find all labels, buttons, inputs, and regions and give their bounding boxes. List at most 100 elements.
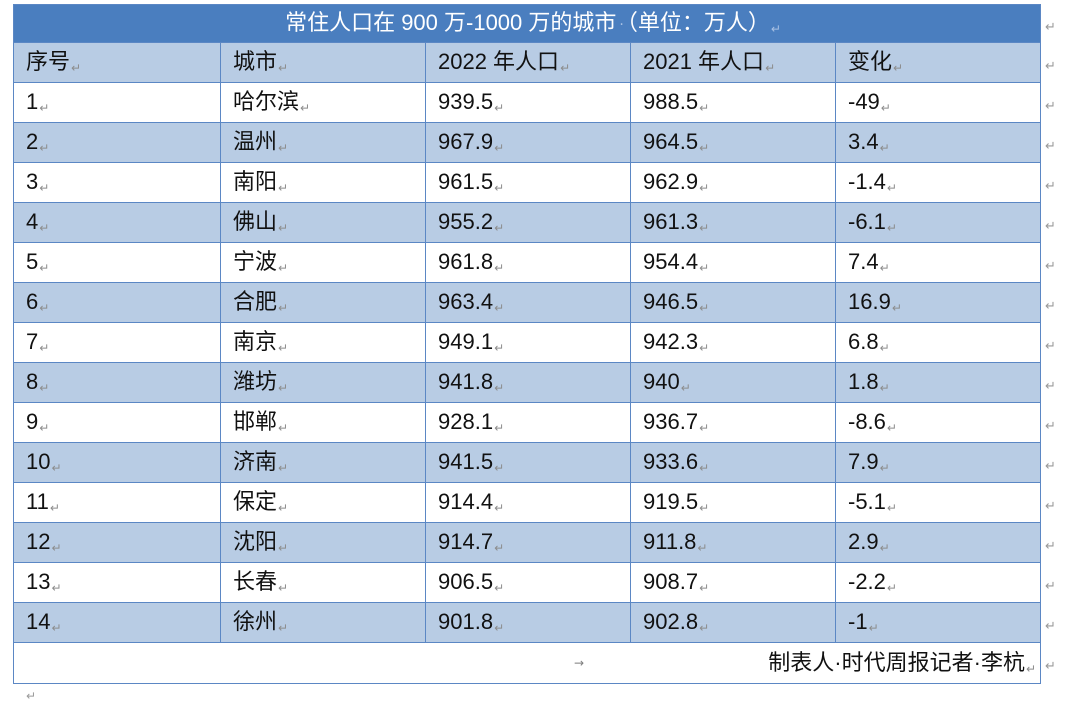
cell-index[interactable]: 1↵	[13, 82, 221, 123]
cell-index[interactable]: 5↵	[13, 242, 221, 283]
cell-index[interactable]: 6↵	[13, 282, 221, 323]
cell-pop-2022[interactable]: 906.5↵	[425, 562, 631, 603]
cell-value: -49	[848, 89, 880, 114]
cell-pop-2022[interactable]: 963.4↵	[425, 282, 631, 323]
cell-pop-2021[interactable]: 964.5↵	[630, 122, 836, 163]
cell-value: 936.7	[643, 409, 699, 434]
cell-index[interactable]: 4↵	[13, 202, 221, 243]
cell-value: 949.1	[438, 329, 494, 354]
cell-city[interactable]: 宁波↵	[220, 242, 426, 283]
paragraph-mark: ↵	[879, 261, 890, 275]
cell-pop-2022[interactable]: 941.8↵	[425, 362, 631, 403]
cell-city[interactable]: 合肥↵	[220, 282, 426, 323]
cell-pop-2022[interactable]: 961.8↵	[425, 242, 631, 283]
cell-pop-2021[interactable]: 962.9↵	[630, 162, 836, 203]
cell-change[interactable]: 6.8↵	[834, 322, 1042, 363]
cell-pop-2022[interactable]: 901.8↵	[425, 602, 631, 643]
cell-change[interactable]: -5.1↵	[834, 482, 1042, 523]
column-header-city[interactable]: 城市↵	[220, 42, 426, 83]
cell-pop-2021[interactable]: 946.5↵	[630, 282, 836, 323]
cell-change[interactable]: -1.4↵	[834, 162, 1042, 203]
cell-index[interactable]: 8↵	[13, 362, 221, 403]
table-title-row: 常住人口在 900 万-1000 万的城市 · （单位：万人）↵ ↵	[12, 4, 1071, 43]
table-footer-cell[interactable]: → 制表人·时代周报记者·李杭↵	[12, 642, 1042, 684]
cell-value: 2.9	[848, 529, 879, 554]
paragraph-mark: ↵	[278, 501, 289, 515]
cell-change[interactable]: -8.6↵	[834, 402, 1042, 443]
cell-pop-2022[interactable]: 949.1↵	[425, 322, 631, 363]
cell-pop-2021[interactable]: 940↵	[630, 362, 836, 403]
cell-pop-2021[interactable]: 954.4↵	[630, 242, 836, 283]
cell-index[interactable]: 3↵	[13, 162, 221, 203]
cell-pop-2021[interactable]: 919.5↵	[630, 482, 836, 523]
column-header-index[interactable]: 序号↵	[13, 42, 221, 83]
paragraph-mark: ↵	[300, 101, 311, 115]
cell-city[interactable]: 邯郸↵	[220, 402, 426, 443]
cell-city[interactable]: 徐州↵	[220, 602, 426, 643]
cell-city[interactable]: 哈尔滨↵	[220, 82, 426, 123]
cell-value: -6.1	[848, 209, 886, 234]
cell-city[interactable]: 保定↵	[220, 482, 426, 523]
cell-pop-2022[interactable]: 939.5↵	[425, 82, 631, 123]
paragraph-mark: ↵	[868, 621, 879, 635]
cell-pop-2021[interactable]: 902.8↵	[630, 602, 836, 643]
cell-city[interactable]: 南阳↵	[220, 162, 426, 203]
cell-change[interactable]: 7.4↵	[834, 242, 1042, 283]
paragraph-mark: ↵	[699, 581, 710, 595]
cell-city[interactable]: 济南↵	[220, 442, 426, 483]
cell-pop-2022[interactable]: 967.9↵	[425, 122, 631, 163]
cell-change[interactable]: -2.2↵	[834, 562, 1042, 603]
paragraph-mark: ↵	[494, 221, 505, 235]
cell-pop-2021[interactable]: 988.5↵	[630, 82, 836, 123]
cell-pop-2021[interactable]: 911.8↵	[630, 522, 836, 563]
cell-change[interactable]: -6.1↵	[834, 202, 1042, 243]
cell-index[interactable]: 13↵	[13, 562, 221, 603]
cell-value: 902.8	[643, 609, 699, 634]
cell-index[interactable]: 10↵	[13, 442, 221, 483]
cell-pop-2021[interactable]: 942.3↵	[630, 322, 836, 363]
paragraph-mark: ↵	[39, 141, 50, 155]
cell-index[interactable]: 9↵	[13, 402, 221, 443]
cell-value: 6.8	[848, 329, 879, 354]
cell-index[interactable]: 12↵	[13, 522, 221, 563]
cell-city[interactable]: 沈阳↵	[220, 522, 426, 563]
cell-city[interactable]: 潍坊↵	[220, 362, 426, 403]
cell-change[interactable]: -49↵	[834, 82, 1042, 123]
column-header-change[interactable]: 变化↵	[834, 42, 1042, 83]
cell-pop-2021[interactable]: 961.3↵	[630, 202, 836, 243]
cell-pop-2022[interactable]: 961.5↵	[425, 162, 631, 203]
paragraph-mark: ↵	[494, 461, 505, 475]
cell-city[interactable]: 温州↵	[220, 122, 426, 163]
cell-change[interactable]: 7.9↵	[834, 442, 1042, 483]
column-header-pop-2021[interactable]: 2021 年人口↵	[630, 42, 836, 83]
cell-pop-2022[interactable]: 941.5↵	[425, 442, 631, 483]
cell-pop-2021[interactable]: 936.7↵	[630, 402, 836, 443]
cell-pop-2022[interactable]: 914.4↵	[425, 482, 631, 523]
paragraph-mark: ↵	[494, 261, 505, 275]
cell-pop-2021[interactable]: 933.6↵	[630, 442, 836, 483]
cell-city[interactable]: 佛山↵	[220, 202, 426, 243]
cell-change[interactable]: 1.8↵	[834, 362, 1042, 403]
cell-change[interactable]: 3.4↵	[834, 122, 1042, 163]
cell-index[interactable]: 14↵	[13, 602, 221, 643]
cell-change[interactable]: -1↵	[834, 602, 1042, 643]
paragraph-mark: ↵	[765, 61, 776, 75]
cell-value: 沈阳	[233, 529, 278, 554]
cell-value: -8.6	[848, 409, 886, 434]
cell-index[interactable]: 7↵	[13, 322, 221, 363]
cell-city[interactable]: 南京↵	[220, 322, 426, 363]
paragraph-mark: ↵	[879, 141, 890, 155]
cell-pop-2022[interactable]: 914.7↵	[425, 522, 631, 563]
end-of-row-cell: ↵	[1040, 42, 1071, 83]
cell-index[interactable]: 11↵	[13, 482, 221, 523]
cell-index[interactable]: 2↵	[13, 122, 221, 163]
table-title-cell[interactable]: 常住人口在 900 万-1000 万的城市 · （单位：万人）↵	[12, 4, 1042, 43]
cell-pop-2021[interactable]: 908.7↵	[630, 562, 836, 603]
cell-pop-2022[interactable]: 955.2↵	[425, 202, 631, 243]
cell-change[interactable]: 2.9↵	[834, 522, 1042, 563]
column-header-pop-2022[interactable]: 2022 年人口↵	[425, 42, 631, 83]
cell-city[interactable]: 长春↵	[220, 562, 426, 603]
cell-change[interactable]: 16.9↵	[834, 282, 1042, 323]
cell-pop-2022[interactable]: 928.1↵	[425, 402, 631, 443]
